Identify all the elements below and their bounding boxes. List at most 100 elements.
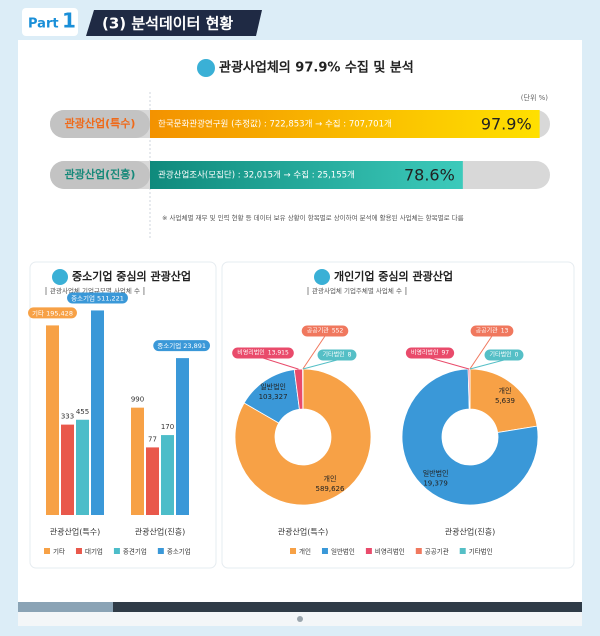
slice-name: 비영리법인 (237, 349, 265, 357)
slice-name: 공공기관 (307, 327, 330, 335)
legend-swatch (44, 548, 50, 554)
slice-name: 비영리법인 (411, 349, 439, 357)
legend-label: 대기업 (85, 547, 103, 556)
legend-swatch (415, 548, 422, 554)
monitor-bezel (18, 602, 582, 612)
legend-swatch (459, 548, 466, 554)
legend-swatch (321, 548, 328, 554)
value-callout (405, 347, 455, 359)
category-label: 관광산업(진흥) (65, 167, 136, 181)
value-callout (470, 325, 514, 337)
legend-swatch (365, 548, 372, 554)
slice-value: 589,626 (316, 485, 345, 493)
slice-value: 13 (501, 328, 509, 335)
part-number: 1 (62, 9, 76, 33)
panel (29, 261, 217, 569)
slice-name: 공공기관 (476, 327, 499, 335)
chart-title: 중소기업 중심의 관광산업 (72, 269, 191, 283)
slice-value: 0 (515, 352, 519, 359)
value-label: 중소기업 511,221 (71, 293, 124, 302)
slice-value: 552 (332, 328, 344, 335)
progress-bar (150, 161, 463, 189)
part-label: Part (28, 17, 59, 32)
value-label: 990 (131, 396, 144, 404)
leader-line (302, 335, 326, 370)
slice-name: 개인 (324, 474, 337, 483)
title-icon (52, 269, 68, 285)
value-callout (301, 325, 349, 337)
unit-label: (단위 %) (521, 93, 548, 102)
section-title: (3) 분석데이터 현황 (102, 15, 233, 33)
legend-label: 일반법인 (331, 547, 355, 556)
legend-label: 중소기업 (167, 547, 191, 556)
chart-subtitle: 관광사업체 기업주체별 사업체 수 (312, 286, 402, 295)
leader-line (302, 359, 338, 370)
value-callout (153, 340, 210, 352)
bar (61, 424, 74, 515)
bar (176, 358, 189, 515)
slice-value: 13,915 (268, 350, 289, 357)
chart-title: 관광사업체의 97.9% 수집 및 분석 (219, 60, 414, 76)
bar-description: 관광산업조사(모집단) : 32,015개 → 수집 : 25,155개 (158, 170, 355, 181)
slice-value: 103,327 (259, 393, 288, 401)
bar (146, 447, 159, 515)
legend-swatch (157, 548, 164, 554)
leader-line (469, 359, 505, 370)
panel (221, 261, 575, 569)
value-callout (67, 292, 128, 304)
title-icon (197, 59, 215, 77)
legend-swatch (113, 548, 120, 554)
slice-name: 일반법인 (260, 382, 286, 391)
value-label: 97.9% (481, 115, 532, 134)
slice-value: 19,379 (423, 480, 448, 488)
value-label: 중소기업 23,891 (157, 341, 206, 350)
monitor-bezel-accent (18, 602, 113, 612)
slice-name: 일반법인 (423, 469, 449, 478)
part-badge (22, 8, 78, 36)
x-tick-label: 관광산업(특수) (278, 527, 328, 537)
category-pill (50, 110, 150, 138)
leader-line (262, 357, 299, 370)
value-callout (484, 349, 524, 361)
category-label: 관광산업(특수) (65, 116, 136, 130)
legend-label: 기타 (53, 547, 65, 556)
section-header-band (86, 10, 262, 36)
bar (161, 435, 174, 515)
donut-slice (469, 368, 538, 433)
progress-bar (150, 110, 540, 138)
bar (91, 310, 104, 515)
value-label: 455 (76, 408, 89, 416)
monitor-dot (297, 616, 303, 622)
value-label: 170 (161, 423, 174, 431)
slice-value: 5,639 (495, 397, 515, 405)
value-callout (317, 349, 357, 361)
category-pill (50, 161, 150, 189)
bar (76, 419, 89, 515)
legend-label: 중견기업 (123, 547, 147, 556)
value-label: 78.6% (404, 166, 455, 185)
donut-slice (234, 368, 372, 506)
chart-subtitle: 관광사업체 기업규모별 사업체 수 (50, 286, 140, 295)
x-tick-label: 관광산업(진흥) (135, 527, 185, 537)
slice-name: 기타법인 (490, 351, 512, 359)
chart-title: 개인기업 중심의 관광산업 (334, 269, 453, 283)
bar (46, 325, 59, 515)
slice-name: 개인 (499, 386, 512, 395)
legend-label: 비영리법인 (375, 547, 405, 556)
leader-line (469, 335, 493, 370)
bar (131, 407, 144, 515)
x-tick-label: 관광산업(특수) (50, 527, 100, 537)
value-callout (232, 347, 294, 359)
note: ※ 사업체별 재무 및 인력 현황 등 데이터 보유 상황이 항목별로 상이하여… (162, 213, 464, 222)
legend-label: 개인 (299, 547, 311, 556)
legend-label: 기타법인 (469, 547, 493, 556)
bar-description: 한국문화관광연구원 (추정값) : 722,853개 → 수집 : 707,70… (158, 119, 392, 130)
slice-value: 97 (441, 350, 449, 357)
slice-name: 기타법인 (323, 351, 345, 359)
donut-slice (401, 368, 539, 506)
value-label: 333 (61, 413, 74, 421)
leader-line (429, 357, 470, 370)
legend-label: 공공기관 (425, 547, 449, 556)
legend-swatch (75, 548, 82, 554)
